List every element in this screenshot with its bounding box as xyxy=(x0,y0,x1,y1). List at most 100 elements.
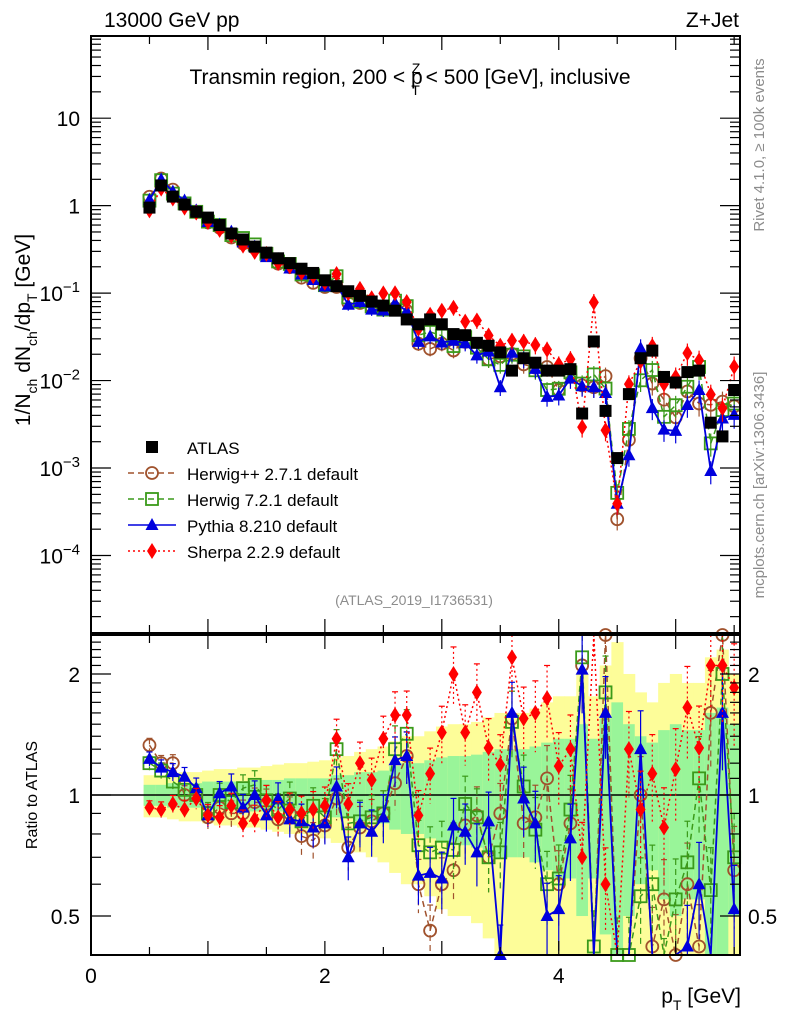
atlas-data-point xyxy=(564,363,577,376)
ratio-data-point xyxy=(680,939,694,952)
atlas-data-point xyxy=(283,257,296,270)
data-point xyxy=(552,388,566,401)
data-point xyxy=(600,422,611,439)
legend-label: Herwig++ 2.7.1 default xyxy=(187,465,358,484)
atlas-data-point xyxy=(704,416,717,429)
ratio-y-tick-label: 0.5 xyxy=(51,906,80,929)
legend-marker xyxy=(146,441,158,453)
band-1sigma xyxy=(389,766,402,830)
data-point xyxy=(471,312,482,329)
band-1sigma xyxy=(623,724,636,917)
ratio-data-point xyxy=(460,724,471,741)
x-tick-label: 2 xyxy=(319,965,331,988)
main-frame xyxy=(90,35,741,634)
atlas-data-point xyxy=(728,384,741,397)
ratio-data-point xyxy=(411,868,425,881)
ratio-data-point xyxy=(458,824,472,837)
data-point xyxy=(634,341,648,354)
ratio-data-point xyxy=(633,889,648,904)
ratio-y-tick-label-right: 0.5 xyxy=(748,906,777,929)
ratio-data-point xyxy=(423,923,438,938)
y-tick-label: 1 xyxy=(68,196,80,219)
data-point xyxy=(530,336,541,353)
data-point xyxy=(717,400,728,417)
legend-entry: Herwig++ 2.7.1 default xyxy=(128,465,358,484)
ratio-data-point xyxy=(682,699,693,716)
ratio-data-point xyxy=(658,819,669,836)
y-tick-label: 10−3 xyxy=(40,454,80,481)
atlas-data-point xyxy=(353,289,366,302)
data-point xyxy=(378,285,389,302)
data-point xyxy=(542,341,553,358)
ratio-data-point xyxy=(390,707,401,724)
ratio-data-point xyxy=(214,809,225,826)
data-point xyxy=(587,380,601,393)
ratio-data-point xyxy=(167,795,178,812)
ratio-y-tick-label: 2 xyxy=(68,664,80,687)
ratio-data-point xyxy=(156,801,167,818)
ratio-data-point xyxy=(471,684,482,701)
legend-marker xyxy=(147,543,157,559)
ratio-data-point xyxy=(213,786,227,799)
atlas-data-point xyxy=(330,280,343,293)
atlas-data-point xyxy=(260,246,273,259)
ratio-data-point xyxy=(727,902,741,915)
atlas-data-point xyxy=(424,313,437,326)
ratio-data-point xyxy=(680,877,695,892)
data-point xyxy=(540,389,554,402)
series-atlas xyxy=(143,179,741,465)
ratio-data-point xyxy=(705,657,716,674)
ratio-data-point xyxy=(694,739,705,756)
legend-entry: Herwig 7.2.1 default xyxy=(128,491,338,510)
x-axis-label: pT [GeV] xyxy=(661,985,741,1013)
data-point xyxy=(365,302,379,315)
ratio-data-point xyxy=(563,831,577,844)
ratio-data-point xyxy=(505,705,519,718)
ratio-data-point xyxy=(600,876,611,893)
atlas-data-point xyxy=(622,388,635,401)
ratio-data-point xyxy=(224,779,238,792)
ratio-data-point xyxy=(423,865,437,878)
legend-entry: ATLAS xyxy=(146,439,240,458)
ratio-data-point xyxy=(144,799,155,816)
legend-marker xyxy=(145,518,159,530)
ratio-data-point xyxy=(191,790,202,807)
atlas-data-point xyxy=(646,344,659,357)
ratio-data-point xyxy=(273,809,284,826)
series-line xyxy=(148,187,735,504)
ratio-series-sherpa-2-2-9-default xyxy=(144,634,740,956)
ratio-data-point xyxy=(331,730,342,747)
atlas-data-point xyxy=(447,328,460,341)
ratio-data-point xyxy=(249,811,260,828)
data-point xyxy=(575,379,589,392)
data-point xyxy=(331,265,342,282)
analysis-watermark: (ATLAS_2019_I1736531) xyxy=(335,592,493,608)
ratio-data-point xyxy=(482,814,496,827)
ratio-data-point xyxy=(447,818,461,831)
atlas-data-point xyxy=(307,266,320,279)
ratio-data-point xyxy=(575,662,589,675)
ratio-data-point xyxy=(238,815,249,832)
ratio-data-point xyxy=(178,769,192,782)
atlas-data-point xyxy=(143,201,156,214)
atlas-data-point xyxy=(190,205,203,218)
data-point xyxy=(622,448,636,461)
header-left: 13000 GeV pp xyxy=(104,9,239,32)
ratio-y-axis-label: Ratio to ATLAS xyxy=(24,741,41,849)
ratio-data-point xyxy=(189,781,203,794)
data-point xyxy=(341,297,355,310)
atlas-data-point xyxy=(482,339,495,352)
data-point xyxy=(470,348,484,361)
atlas-data-point xyxy=(272,252,285,265)
atlas-data-point xyxy=(693,364,706,377)
legend-entry: Sherpa 2.2.9 default xyxy=(128,543,340,562)
data-point xyxy=(401,294,412,311)
ratio-data-point xyxy=(308,801,319,818)
atlas-data-point xyxy=(459,329,472,342)
data-point xyxy=(483,327,494,344)
atlas-data-point xyxy=(412,318,425,331)
ratio-data-point xyxy=(703,883,718,898)
y-tick-label: 10−1 xyxy=(40,279,80,306)
axis-ticks: 0 2 4 10 1 10−1 10−2 10−3 10−4 0.5 0.5 1 1 2 2 xyxy=(40,36,777,988)
data-point xyxy=(423,329,437,342)
